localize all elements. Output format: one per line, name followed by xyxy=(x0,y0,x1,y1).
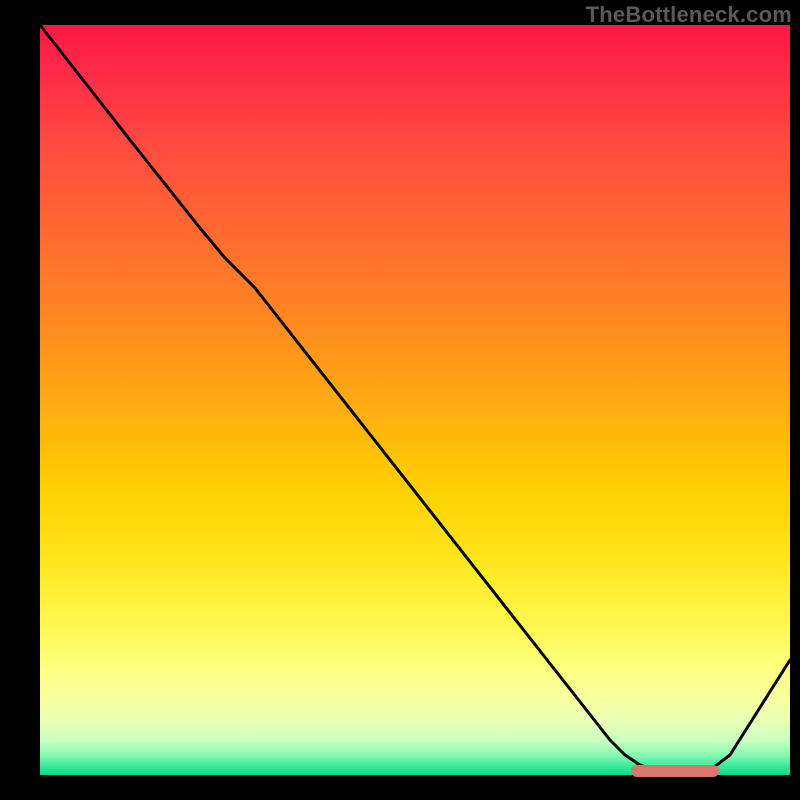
chart-background xyxy=(40,25,790,775)
bottleneck-chart xyxy=(0,0,800,800)
optimal-range-marker xyxy=(631,765,719,777)
watermark-text: TheBottleneck.com xyxy=(586,2,792,28)
chart-container: { "watermark": "TheBottleneck.com", "cha… xyxy=(0,0,800,800)
